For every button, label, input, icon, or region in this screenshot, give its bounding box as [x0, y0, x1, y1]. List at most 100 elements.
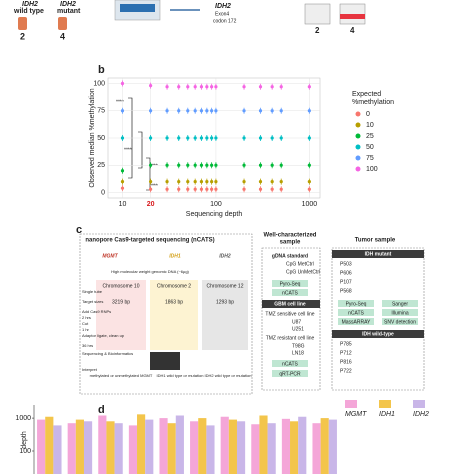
point [242, 180, 246, 184]
point [210, 109, 214, 113]
legend-title: %methylation [352, 99, 394, 106]
point [210, 187, 214, 191]
legend-swatch [413, 400, 425, 408]
point [199, 163, 204, 167]
bar [228, 419, 237, 474]
point [214, 163, 218, 167]
y-tick-label: 25 [97, 162, 105, 169]
point [120, 136, 125, 140]
method: Sanger [392, 301, 408, 307]
legend-swatch [355, 133, 361, 139]
method-box [272, 280, 308, 287]
point [149, 187, 153, 191]
panel-label: c [76, 224, 82, 236]
y-tick-label: 1000 [15, 415, 31, 422]
size: 1863 bp [165, 299, 183, 305]
time: 36 hrs [82, 343, 93, 348]
bar [251, 424, 260, 474]
point [242, 85, 246, 89]
method: Pyro-Seq [346, 301, 367, 307]
method: nCATS [282, 290, 298, 296]
point [186, 187, 190, 191]
point [214, 187, 218, 191]
point [242, 109, 246, 113]
sample: P107 [340, 279, 352, 285]
point [279, 180, 283, 184]
y-tick-label: 0 [101, 189, 105, 196]
input: High molecular weight genomic DNA (~6µg) [111, 269, 189, 274]
item: CpG UnMetCtrl [286, 269, 320, 275]
label: wild type [13, 8, 44, 15]
legend-swatch [355, 166, 361, 172]
step: Cut [82, 321, 89, 326]
point [270, 109, 274, 113]
point [270, 187, 274, 191]
point [279, 85, 283, 89]
sample: P816 [340, 359, 352, 365]
mutation-mark [340, 14, 365, 19]
legend-swatch [355, 111, 361, 117]
point [205, 163, 209, 167]
method: nCATS [282, 361, 298, 367]
y-tick-label: 100 [93, 80, 105, 87]
legend-label: MGMT [345, 411, 367, 418]
annotation: **** [116, 99, 124, 105]
size: 3219 bp [112, 299, 130, 305]
point [120, 169, 125, 173]
cell: U251 [292, 326, 304, 332]
point [214, 85, 218, 89]
point [177, 180, 181, 184]
cell: T98G [292, 343, 305, 349]
box [331, 247, 425, 391]
point [120, 180, 125, 184]
bar [320, 418, 329, 474]
label: TMZ sensitive cell line [265, 311, 314, 317]
bar [75, 419, 84, 474]
point [193, 187, 197, 191]
point [258, 163, 263, 167]
point [214, 136, 218, 140]
point [186, 109, 190, 113]
bar [236, 421, 246, 474]
point [210, 180, 214, 184]
point [307, 180, 311, 184]
point [165, 136, 169, 140]
label: gDNA standard [272, 253, 308, 259]
bar [37, 419, 46, 474]
tube [58, 17, 67, 30]
point [149, 84, 153, 88]
number: 4 [60, 31, 65, 41]
point [307, 85, 311, 89]
step: Adaptor ligate, clean up [82, 333, 125, 338]
legend-swatch [355, 122, 361, 128]
outcome: methylated or unmethylated MGMT [90, 373, 153, 378]
point [214, 109, 218, 113]
bar [45, 416, 54, 474]
point [199, 180, 204, 184]
method-box [382, 318, 418, 325]
gene: IDH2 [22, 1, 38, 8]
method-box [272, 289, 308, 296]
point [205, 180, 209, 184]
legend-swatch [379, 400, 391, 408]
panel-a: IDH2 wild type 2 IDH2 mutant 4 IDH2 Exon… [13, 0, 366, 41]
point [258, 187, 263, 191]
header-box [262, 300, 320, 308]
point [177, 85, 181, 89]
step: Add Cas9 RNPs [82, 309, 111, 314]
point [242, 163, 246, 167]
step: Interpret [82, 367, 98, 372]
point [177, 109, 181, 113]
point [149, 180, 153, 184]
method-box [338, 318, 374, 325]
legend-title: Expected [352, 91, 381, 98]
point [210, 163, 214, 167]
method-box [272, 360, 308, 367]
legend-label: 100 [366, 166, 378, 173]
point [279, 136, 283, 140]
legend-label: 75 [366, 155, 374, 162]
sample: P503 [340, 261, 352, 267]
point [242, 187, 246, 191]
cell: LN18 [292, 350, 304, 356]
sample: P606 [340, 270, 352, 276]
